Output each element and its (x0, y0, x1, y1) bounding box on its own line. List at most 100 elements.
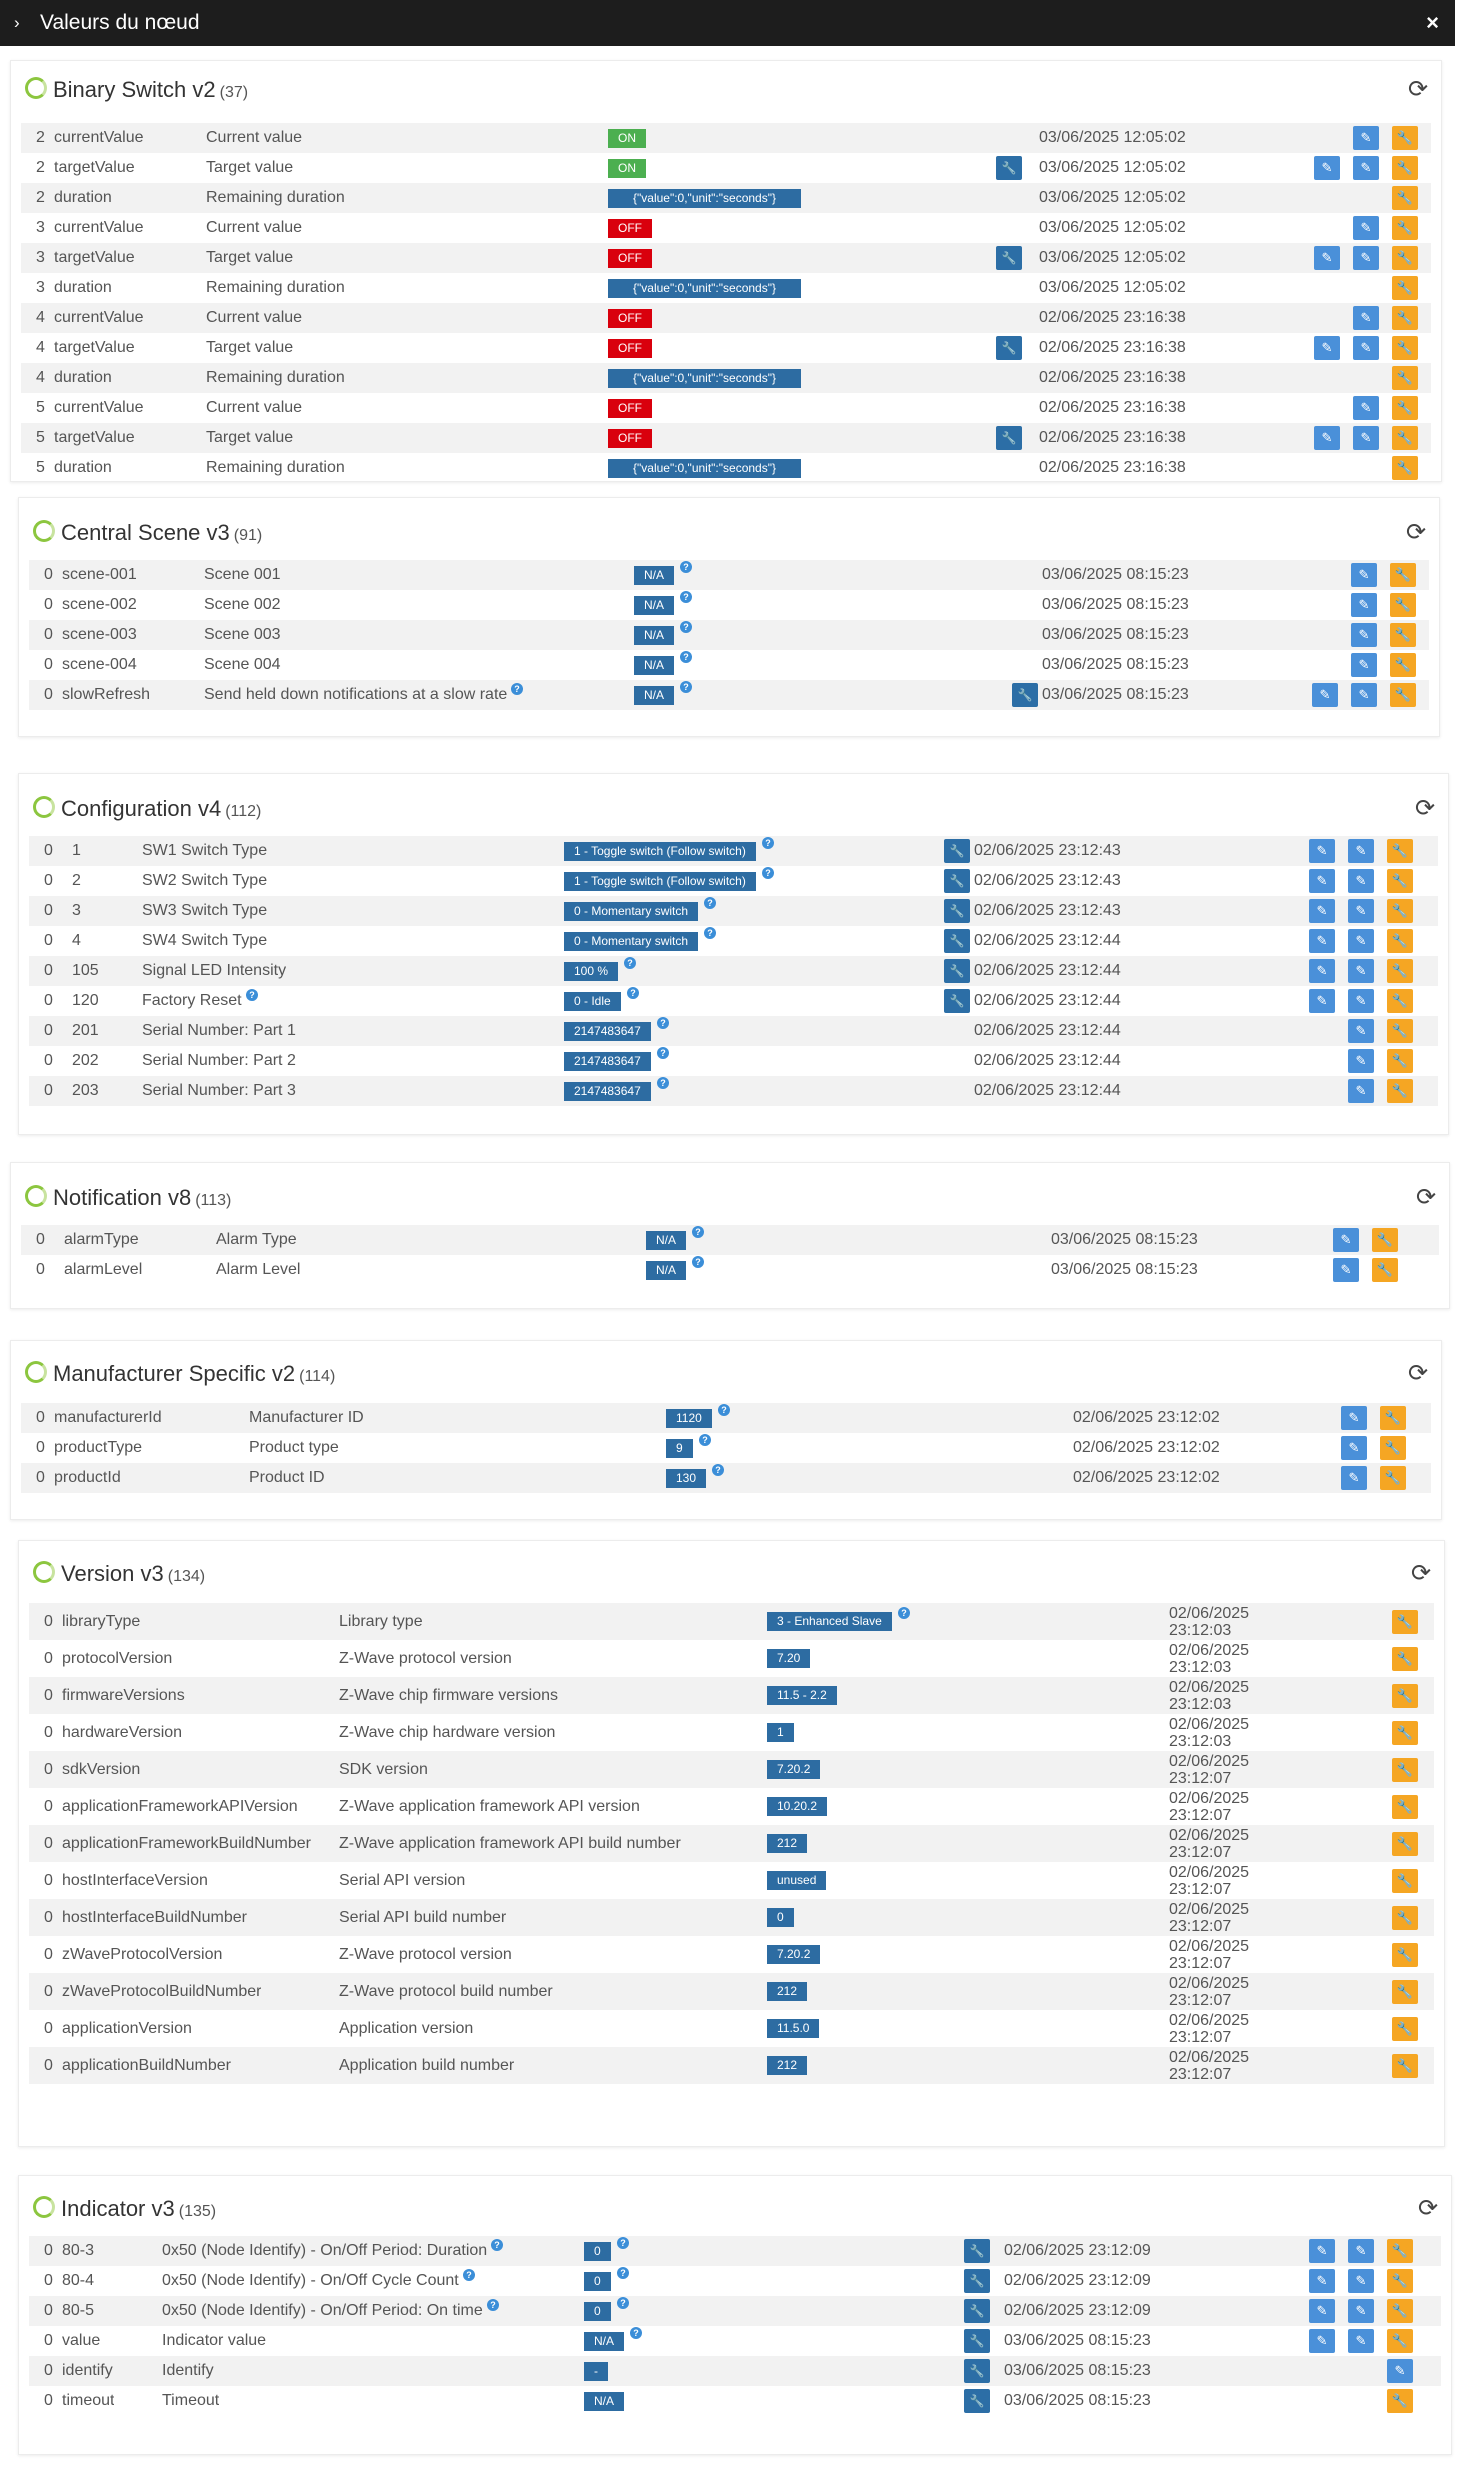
configure-button[interactable]: 🔧 (1372, 1228, 1398, 1252)
wrench-icon[interactable]: 🔧 (964, 2239, 990, 2263)
configure-button[interactable]: 🔧 (1392, 1869, 1418, 1893)
configure-button[interactable]: 🔧 (1392, 216, 1418, 240)
refresh-icon[interactable]: ⟳ (1414, 795, 1436, 822)
help-icon[interactable]: ? (762, 867, 774, 879)
edit-button[interactable]: ✎ (1309, 989, 1335, 1013)
configure-button[interactable]: 🔧 (1372, 1258, 1398, 1282)
configure-button[interactable]: 🔧 (1392, 456, 1418, 480)
configure-button[interactable]: 🔧 (1392, 186, 1418, 210)
configure-button[interactable]: 🔧 (1392, 1721, 1418, 1745)
help-icon[interactable]: ? (680, 651, 692, 663)
help-icon[interactable]: ? (680, 621, 692, 633)
value-badge[interactable]: 130 (666, 1469, 707, 1488)
value-badge[interactable]: N/A (634, 596, 675, 615)
edit-button[interactable]: ✎ (1348, 2329, 1374, 2353)
wrench-icon[interactable]: 🔧 (964, 2299, 990, 2323)
configure-button[interactable]: 🔧 (1392, 1610, 1418, 1634)
edit-button[interactable]: ✎ (1341, 1466, 1367, 1490)
edit-button[interactable]: ✎ (1351, 563, 1377, 587)
edit-button[interactable]: ✎ (1341, 1436, 1367, 1460)
help-icon[interactable]: ? (657, 1047, 669, 1059)
wrench-icon[interactable]: 🔧 (996, 336, 1022, 360)
edit-button[interactable]: ✎ (1309, 2299, 1335, 2323)
configure-button[interactable]: 🔧 (1387, 989, 1413, 1013)
value-badge[interactable]: 0 (584, 2302, 611, 2321)
value-badge[interactable]: OFF (608, 309, 652, 328)
value-badge[interactable]: N/A (584, 2332, 625, 2351)
value-badge[interactable]: N/A (646, 1231, 687, 1250)
configure-button[interactable]: 🔧 (1392, 276, 1418, 300)
value-badge[interactable]: 0 (584, 2242, 611, 2261)
edit-button[interactable]: ✎ (1353, 126, 1379, 150)
edit-button[interactable]: ✎ (1309, 899, 1335, 923)
configure-button[interactable]: 🔧 (1390, 653, 1416, 677)
help-icon[interactable]: ? (617, 2237, 629, 2249)
configure-button[interactable]: 🔧 (1387, 1019, 1413, 1043)
edit-button[interactable]: ✎ (1333, 1258, 1359, 1282)
help-icon[interactable]: ? (692, 1256, 704, 1268)
edit-button[interactable]: ✎ (1353, 426, 1379, 450)
wrench-icon[interactable]: 🔧 (964, 2359, 990, 2383)
edit-button[interactable]: ✎ (1348, 899, 1374, 923)
configure-button[interactable]: 🔧 (1392, 1943, 1418, 1967)
configure-button[interactable]: 🔧 (1392, 336, 1418, 360)
value-badge[interactable]: 2147483647 (564, 1022, 651, 1041)
chevron-right-icon[interactable]: › (14, 13, 20, 32)
edit-button[interactable]: ✎ (1348, 1019, 1374, 1043)
value-badge[interactable]: 212 (767, 2056, 808, 2075)
edit-button[interactable]: ✎ (1314, 246, 1340, 270)
help-icon[interactable]: ? (680, 681, 692, 693)
wrench-icon[interactable]: 🔧 (944, 899, 970, 923)
edit-button[interactable]: ✎ (1353, 246, 1379, 270)
value-badge[interactable]: OFF (608, 249, 652, 268)
configure-button[interactable]: 🔧 (1387, 929, 1413, 953)
value-badge[interactable]: 0 - Momentary switch (564, 902, 699, 921)
value-badge[interactable]: OFF (608, 429, 652, 448)
help-icon[interactable]: ? (704, 897, 716, 909)
configure-button[interactable]: 🔧 (1380, 1466, 1406, 1490)
wrench-icon[interactable]: 🔧 (944, 839, 970, 863)
configure-button[interactable]: 🔧 (1392, 2017, 1418, 2041)
edit-button[interactable]: ✎ (1348, 839, 1374, 863)
configure-button[interactable]: 🔧 (1387, 2389, 1413, 2413)
help-icon[interactable]: ? (712, 1464, 724, 1476)
wrench-icon[interactable]: 🔧 (964, 2389, 990, 2413)
help-icon[interactable]: ? (511, 683, 523, 695)
help-icon[interactable]: ? (657, 1077, 669, 1089)
help-icon[interactable]: ? (699, 1434, 711, 1446)
value-badge[interactable]: {"value":0,"unit":"seconds"} (608, 369, 801, 388)
value-badge[interactable]: unused (767, 1871, 827, 1890)
edit-button[interactable]: ✎ (1314, 426, 1340, 450)
configure-button[interactable]: 🔧 (1392, 246, 1418, 270)
edit-button[interactable]: ✎ (1351, 623, 1377, 647)
edit-button[interactable]: ✎ (1314, 336, 1340, 360)
value-badge[interactable]: 212 (767, 1982, 808, 2001)
refresh-icon[interactable]: ⟳ (1417, 2195, 1439, 2222)
wrench-icon[interactable]: 🔧 (944, 959, 970, 983)
help-icon[interactable]: ? (680, 591, 692, 603)
edit-button[interactable]: ✎ (1333, 1228, 1359, 1252)
help-icon[interactable]: ? (624, 957, 636, 969)
value-badge[interactable]: 3 - Enhanced Slave (767, 1612, 892, 1631)
help-icon[interactable]: ? (762, 837, 774, 849)
configure-button[interactable]: 🔧 (1392, 1980, 1418, 2004)
configure-button[interactable]: 🔧 (1390, 563, 1416, 587)
edit-button[interactable]: ✎ (1309, 929, 1335, 953)
configure-button[interactable]: 🔧 (1392, 426, 1418, 450)
value-badge[interactable]: N/A (584, 2392, 625, 2411)
value-badge[interactable]: 7.20.2 (767, 1760, 821, 1779)
value-badge[interactable]: 1 - Toggle switch (Follow switch) (564, 872, 756, 891)
wrench-icon[interactable]: 🔧 (996, 426, 1022, 450)
value-badge[interactable]: 100 % (564, 962, 619, 981)
edit-button[interactable]: ✎ (1309, 2269, 1335, 2293)
help-icon[interactable]: ? (657, 1017, 669, 1029)
refresh-icon[interactable]: ⟳ (1407, 76, 1429, 103)
value-badge[interactable]: N/A (634, 566, 675, 585)
edit-button[interactable]: ✎ (1353, 216, 1379, 240)
edit-button[interactable]: ✎ (1353, 306, 1379, 330)
value-badge[interactable]: {"value":0,"unit":"seconds"} (608, 189, 801, 208)
help-icon[interactable]: ? (680, 561, 692, 573)
edit-button[interactable]: ✎ (1314, 156, 1340, 180)
edit-button[interactable]: ✎ (1348, 929, 1374, 953)
configure-button[interactable]: 🔧 (1387, 959, 1413, 983)
